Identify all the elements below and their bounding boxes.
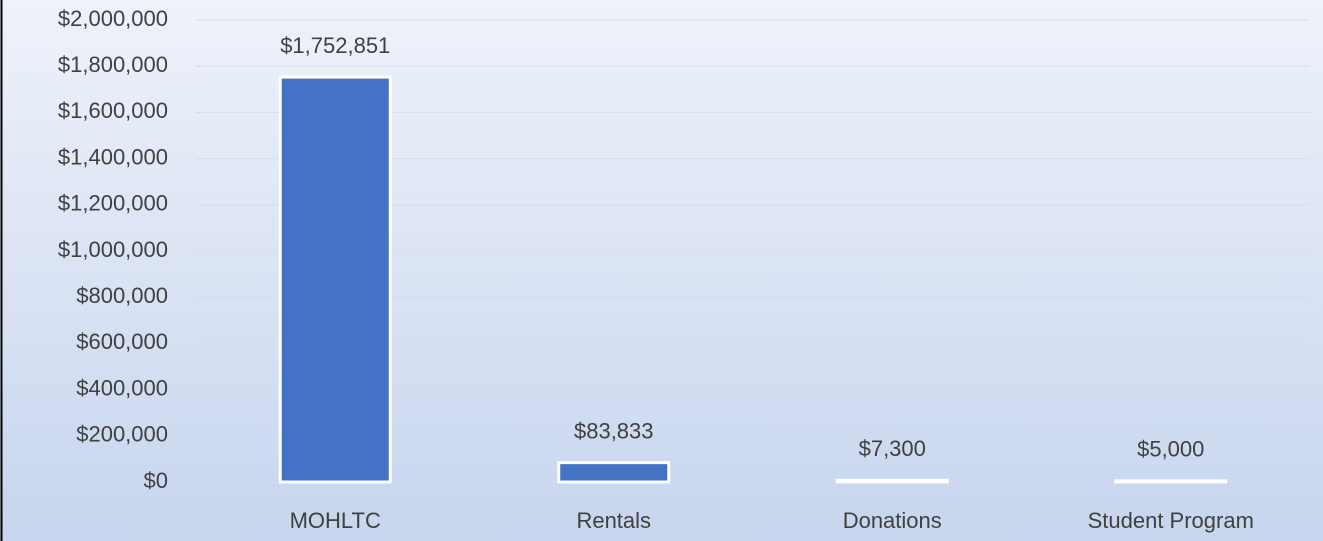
y-tick-label: $0 [144,468,168,493]
x-tick-label: Donations [843,508,942,533]
bar [835,478,949,484]
y-tick-label: $1,400,000 [58,144,168,169]
x-tick-label: Rentals [576,508,651,533]
y-tick-label: $600,000 [76,329,168,354]
y-tick-label: $800,000 [76,283,168,308]
y-tick-label: $1,800,000 [58,52,168,77]
bar [278,75,392,484]
y-tick-label: $1,000,000 [58,237,168,262]
y-tick-label: $1,200,000 [58,191,168,216]
y-tick-label: $200,000 [76,422,168,447]
value-label: $1,752,851 [280,33,390,58]
value-label: $83,833 [574,418,654,443]
bar [1114,479,1228,484]
x-tick-label: Student Program [1088,508,1254,533]
x-tick-label: MOHLTC [290,508,381,533]
y-tick-label: $2,000,000 [58,6,168,31]
y-tick-label: $400,000 [76,375,168,400]
bar [557,461,671,484]
y-tick-label: $1,600,000 [58,98,168,123]
value-label: $7,300 [859,436,926,461]
value-label: $5,000 [1137,437,1204,462]
